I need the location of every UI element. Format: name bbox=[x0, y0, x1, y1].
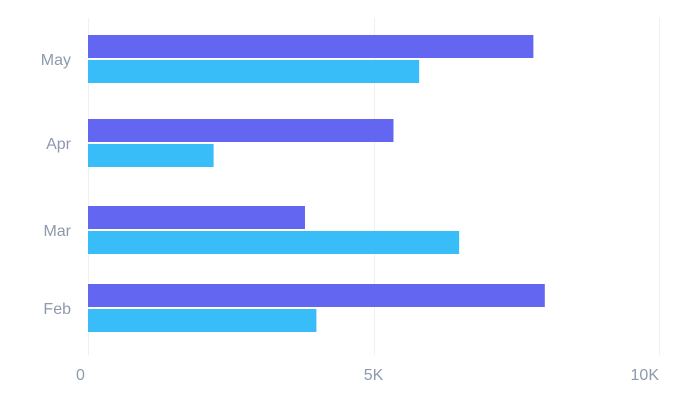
bar-series-1-feb[interactable] bbox=[88, 284, 545, 307]
x-tick-label: 0 bbox=[76, 367, 85, 384]
bar-series-1-apr[interactable] bbox=[88, 119, 394, 142]
bars bbox=[88, 35, 545, 332]
category-label: May bbox=[41, 52, 71, 69]
bar-series-2-feb[interactable] bbox=[88, 309, 317, 332]
category-label: Feb bbox=[43, 301, 71, 318]
x-tick-labels: 0 5K 10K bbox=[76, 367, 659, 384]
bar-series-2-mar[interactable] bbox=[88, 231, 460, 254]
category-label: Mar bbox=[43, 223, 71, 240]
bar-series-2-apr[interactable] bbox=[88, 144, 214, 167]
category-label: Apr bbox=[46, 136, 72, 153]
bar-series-1-mar[interactable] bbox=[88, 206, 305, 229]
bar-series-1-may[interactable] bbox=[88, 35, 534, 58]
x-tick-label: 10K bbox=[631, 367, 660, 384]
bar-series-2-may[interactable] bbox=[88, 60, 420, 83]
category-labels: May Apr Mar Feb bbox=[41, 52, 72, 318]
x-tick-label: 5K bbox=[364, 367, 384, 384]
